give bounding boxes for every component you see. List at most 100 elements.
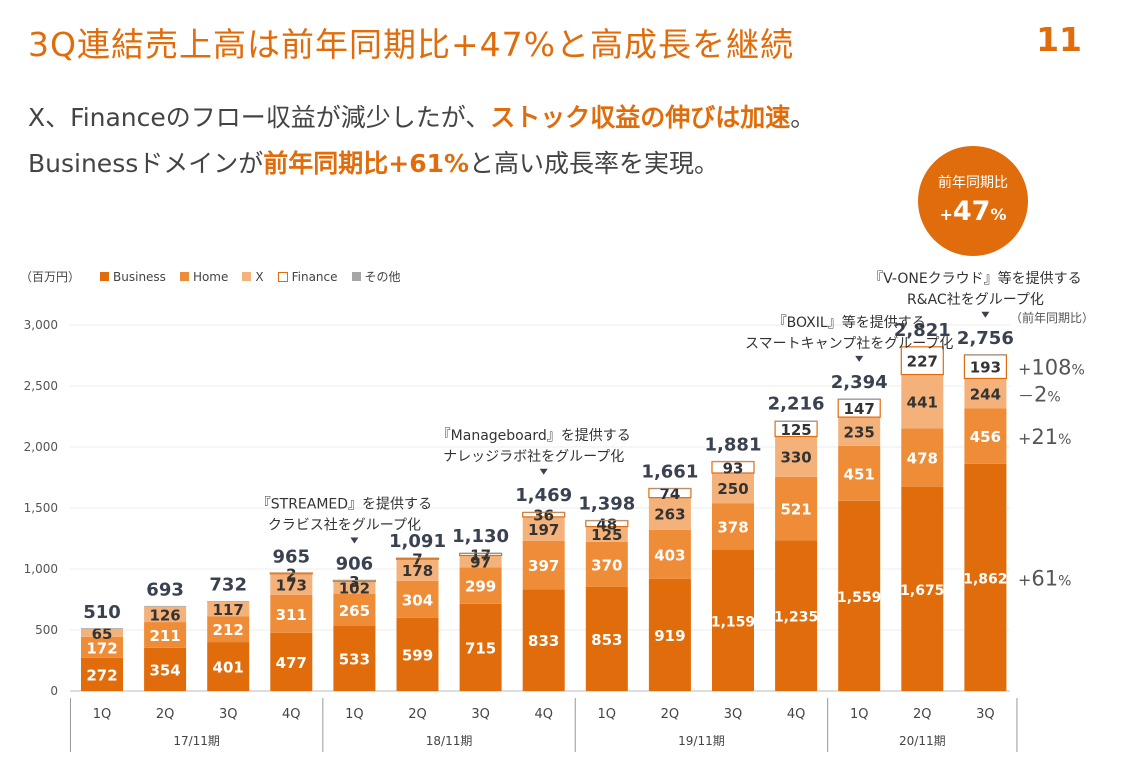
x-tick-label: 1Q <box>93 707 112 722</box>
legend-swatch-business <box>100 272 110 281</box>
segment-label-x: 102 <box>339 579 370 597</box>
y-tick-label: 2,500 <box>24 379 58 393</box>
bar-segment-business <box>648 578 691 691</box>
bar-segment-x <box>396 559 439 581</box>
bar-segment-other <box>522 511 565 513</box>
bar-total-label: 1,881 <box>705 435 762 456</box>
segment-label-finance: 3 <box>349 573 359 591</box>
bar-segment-business <box>964 463 1007 691</box>
x-tick-label: 3Q <box>724 707 743 722</box>
legend-label-finance: Finance <box>291 269 338 284</box>
segment-label-business: 477 <box>276 654 307 672</box>
bar-segment-home <box>81 636 123 658</box>
bar-segment-x <box>585 526 628 542</box>
bar-segment-other <box>838 398 881 400</box>
bar-segment-business <box>585 586 628 691</box>
x-tick-label: 4Q <box>534 707 553 722</box>
legend-label-home: Home <box>192 269 229 284</box>
legend-swatch-home <box>179 272 189 281</box>
yoy-badge-prefix: + <box>939 205 953 224</box>
bar-segment-x <box>207 601 250 617</box>
chart-legend: （百万円） Business Home X Finance その他 <box>20 268 401 285</box>
annotation-marker <box>350 537 359 544</box>
segment-label-home: 212 <box>213 621 244 639</box>
bar-segment-home <box>522 540 565 590</box>
yoy-badge-value: +47% <box>918 196 1028 227</box>
segment-label-x: 126 <box>149 606 180 624</box>
bar-segment-home <box>964 408 1007 464</box>
annotation-text: 『V-ONEクラウド』等を提供する <box>869 270 1082 287</box>
bar-segment-x <box>901 374 944 429</box>
bar-segment-business <box>333 625 376 691</box>
y-tick-label: 500 <box>35 623 58 637</box>
segment-label-x: 441 <box>907 393 938 411</box>
bar-segment-other <box>775 420 818 422</box>
legend-item-x: X <box>242 270 264 284</box>
bar-segment-business <box>522 589 565 691</box>
legend-swatch-other <box>351 272 361 281</box>
annotation-text: 『STREAMED』を提供する <box>257 496 432 512</box>
legend-label-other: その他 <box>364 270 401 284</box>
yoy-badge-number: 47 <box>952 196 991 227</box>
segment-label-home: 451 <box>844 465 875 483</box>
bar-segment-business <box>396 617 439 691</box>
annotation-text: クラビス社をグループ化 <box>268 517 421 533</box>
bar-total-label: 732 <box>209 575 247 596</box>
bar-segment-x <box>81 628 123 637</box>
bar-total-label: 693 <box>146 579 184 600</box>
segment-label-business: 1,675 <box>900 583 944 599</box>
x-tick-label: 4Q <box>787 707 806 722</box>
bar-total-label: 2,756 <box>957 328 1014 349</box>
x-tick-label: 2Q <box>913 707 932 722</box>
annotation-marker <box>855 355 864 362</box>
bar-segment-business <box>144 647 187 691</box>
bar-segment-home <box>838 445 881 501</box>
segment-label-finance: 93 <box>723 459 744 477</box>
bar-segment-other <box>712 460 754 462</box>
segment-label-finance: 193 <box>970 359 1001 377</box>
x-tick-label: 2Q <box>156 707 175 722</box>
segment-label-home: 172 <box>86 639 117 657</box>
bar-segment-home <box>775 476 818 541</box>
legend-swatch-x <box>242 272 252 281</box>
x-tick-label: 1Q <box>345 707 364 722</box>
yoy-badge-suffix: % <box>990 205 1007 224</box>
bar-segment-business <box>901 486 944 691</box>
bar-segment-business <box>207 642 250 691</box>
page-number: 11 <box>1036 20 1082 59</box>
bar-segment-other <box>964 354 1007 355</box>
segment-label-x: 235 <box>844 423 875 441</box>
legend-item-home: Home <box>179 269 229 284</box>
x-tick-label: 2Q <box>661 707 680 722</box>
annotation-text: ナレッジラボ社をグループ化 <box>443 449 624 465</box>
segment-label-business: 272 <box>86 666 117 684</box>
bar-segment-home <box>648 529 691 579</box>
x-tick-label: 1Q <box>850 707 869 722</box>
bar-segment-home <box>144 622 187 648</box>
bar-total-label: 2,394 <box>831 372 888 393</box>
bar-segment-other <box>459 552 502 554</box>
segment-label-finance: 227 <box>907 353 938 371</box>
x-tick-label: 3Q <box>471 707 490 722</box>
bar-segment-business <box>838 500 881 691</box>
yoy-rate-finance: +108% <box>1018 356 1085 380</box>
bar-segment-other <box>270 572 313 574</box>
bar-segment-x <box>459 555 502 568</box>
bar-segment-other <box>144 605 187 607</box>
lead-line-1-highlight: ストック収益の伸びは加速 <box>490 103 791 132</box>
segment-label-home: 370 <box>591 556 622 574</box>
bar-segment-finance <box>900 346 944 376</box>
segment-label-business: 715 <box>465 639 496 657</box>
segment-label-business: 354 <box>149 661 180 679</box>
bar-total-label: 1,469 <box>515 485 572 506</box>
bar-segment-home <box>396 580 439 618</box>
x-tick-label: 4Q <box>282 707 301 722</box>
lead-line-1: X、Financeのフロー収益が減少したが、ストック収益の伸びは加速。 <box>28 98 815 134</box>
segment-label-business: 919 <box>654 627 685 645</box>
segment-label-finance: 36 <box>533 507 554 525</box>
annotation-text: スマートキャンプ社をグループ化 <box>745 336 953 352</box>
segment-label-business: 401 <box>213 659 244 677</box>
bar-segment-other <box>207 601 250 602</box>
yoy-rate-home: +21% <box>1018 425 1071 449</box>
